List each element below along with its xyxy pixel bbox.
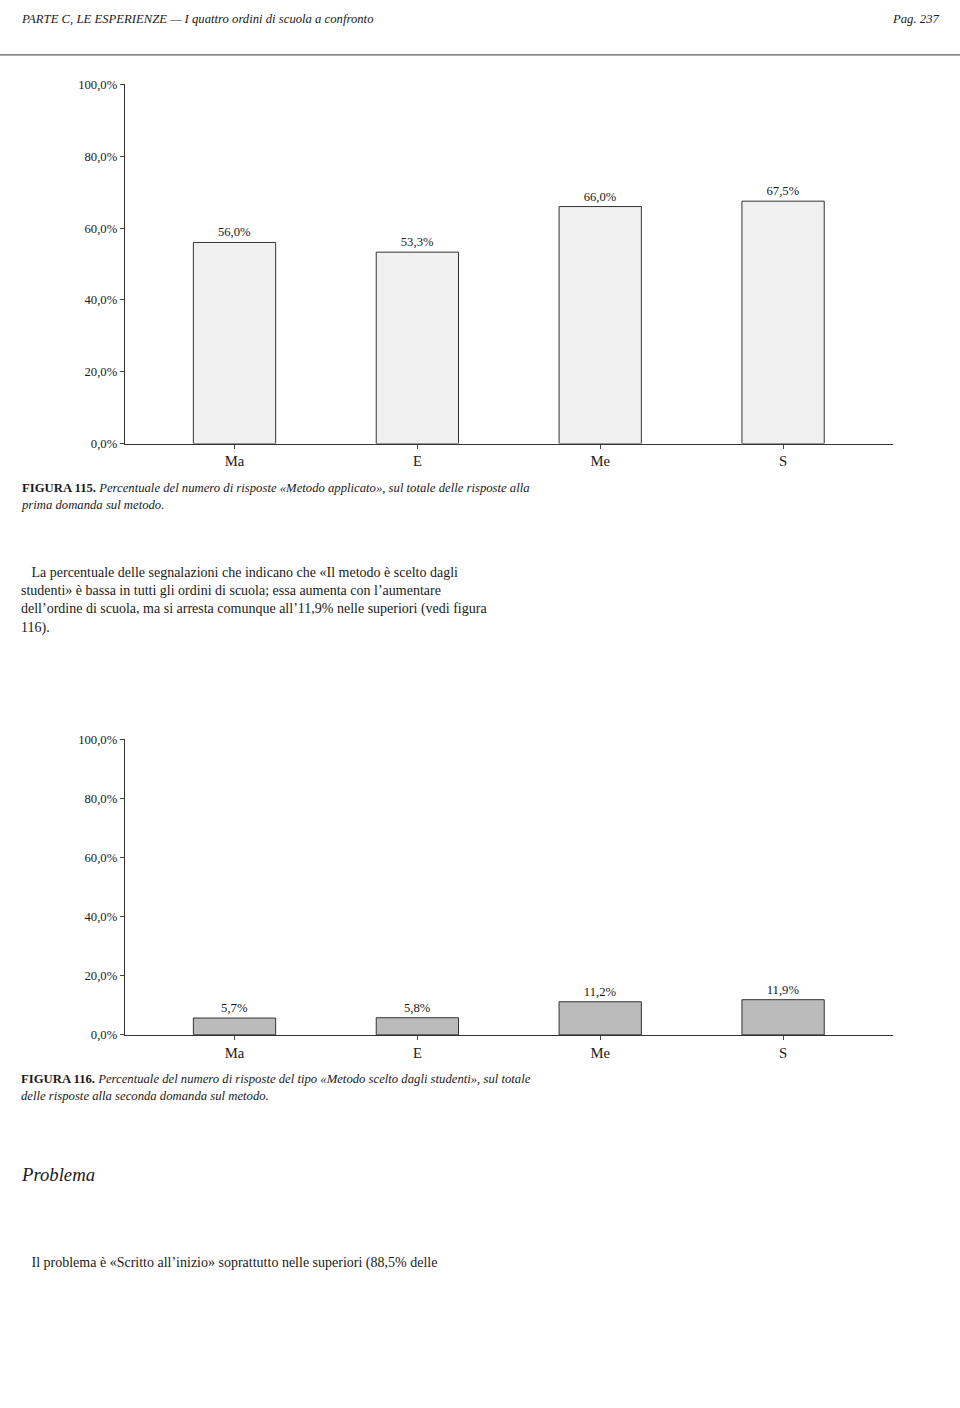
svg-text:100,0%: 100,0% (78, 733, 118, 747)
svg-text:11,9%: 11,9% (767, 983, 800, 997)
svg-text:53,3%: 53,3% (401, 235, 434, 249)
svg-text:0,0%: 0,0% (91, 1028, 118, 1042)
svg-text:60,0%: 60,0% (84, 851, 117, 865)
svg-text:100,0%: 100,0% (78, 78, 118, 92)
svg-text:20,0%: 20,0% (84, 365, 117, 379)
svg-text:Me: Me (590, 1045, 610, 1061)
svg-text:11,2%: 11,2% (584, 985, 617, 999)
svg-text:Il problema è «Scritto all’ini: Il problema è «Scritto all’inizio» sopra… (21, 1255, 437, 1271)
svg-text:56,0%: 56,0% (218, 225, 251, 239)
svg-text:Me: Me (590, 453, 610, 469)
svg-text:FIGURA 116. Percentuale del nu: FIGURA 116. Percentuale del numero di ri… (21, 1072, 531, 1103)
svg-text:80,0%: 80,0% (84, 150, 117, 164)
svg-text:80,0%: 80,0% (84, 792, 117, 806)
svg-text:Problema: Problema (21, 1164, 95, 1185)
svg-text:66,0%: 66,0% (584, 190, 617, 204)
svg-text:S: S (779, 453, 787, 469)
svg-text:S: S (779, 1045, 787, 1061)
svg-text:Ma: Ma (225, 1045, 245, 1061)
svg-text:Pag. 237: Pag. 237 (892, 12, 939, 26)
svg-text:60,0%: 60,0% (84, 222, 117, 236)
svg-text:40,0%: 40,0% (84, 293, 117, 307)
svg-text:PARTE C, LE ESPERIENZE — I qua: PARTE C, LE ESPERIENZE — I quattro ordin… (21, 12, 374, 26)
svg-text:E: E (413, 453, 422, 469)
svg-text:0,0%: 0,0% (91, 437, 118, 451)
svg-text:5,7%: 5,7% (221, 1001, 248, 1015)
svg-text:5,8%: 5,8% (404, 1001, 431, 1015)
svg-text:La percentuale delle segnalazi: La percentuale delle segnalazioni che in… (21, 565, 487, 636)
svg-text:FIGURA 115. Percentuale del nu: FIGURA 115. Percentuale del numero di ri… (21, 481, 530, 512)
svg-text:20,0%: 20,0% (84, 969, 117, 983)
svg-text:40,0%: 40,0% (84, 910, 117, 924)
svg-text:67,5%: 67,5% (766, 184, 799, 198)
svg-text:E: E (413, 1045, 422, 1061)
svg-text:Ma: Ma (225, 453, 245, 469)
